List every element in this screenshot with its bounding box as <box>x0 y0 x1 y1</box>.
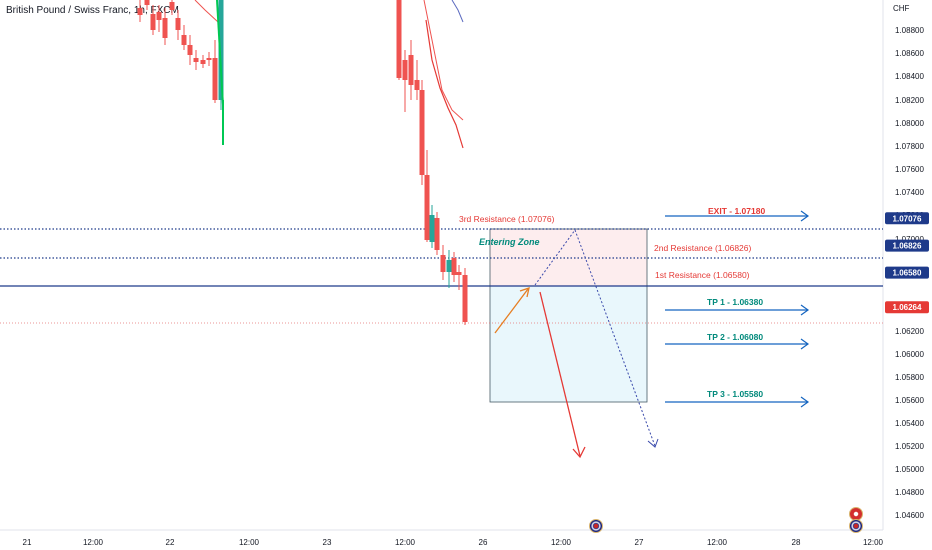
price-tick-label: 1.08800 <box>895 26 924 35</box>
target-exit[interactable]: EXIT - 1.07180 <box>665 206 810 222</box>
price-tick-label: 1.08200 <box>895 96 924 105</box>
price-tick-label: 1.04600 <box>895 511 924 520</box>
bounce-arrow <box>494 287 530 334</box>
price-tick-label: 1.06000 <box>895 350 924 359</box>
price-label-text: 1.06580 <box>893 269 922 278</box>
price-label-box <box>885 301 929 314</box>
candle-body <box>181 35 187 45</box>
target-tp1[interactable]: TP 1 - 1.06380 <box>665 297 810 316</box>
candle-body <box>396 0 402 78</box>
candle-body <box>150 14 156 30</box>
target-label-tp3: TP 3 - 1.05580 <box>707 389 763 399</box>
time-tick-label: 12:00 <box>395 538 416 547</box>
price-tick-label: 1.05800 <box>895 373 924 382</box>
price-tick-label: 1.05000 <box>895 465 924 474</box>
candle-body <box>402 60 408 80</box>
candle-body <box>187 45 193 55</box>
price-labels: 1.07076 1.06826 1.06580 1.06264 <box>885 212 929 314</box>
price-label-text: 1.07076 <box>893 214 922 223</box>
target-arrowhead-exit <box>800 210 810 222</box>
target-label-exit: EXIT - 1.07180 <box>708 206 765 216</box>
price-label-box <box>885 212 929 225</box>
time-tick-label: 12:00 <box>707 538 728 547</box>
time-tick-label: 23 <box>323 538 332 547</box>
candle-body <box>144 0 150 5</box>
candle-body <box>451 258 457 275</box>
price-tick-label: 1.07600 <box>895 165 924 174</box>
price-label-box <box>885 239 929 252</box>
target-label-tp2: TP 2 - 1.06080 <box>707 332 763 342</box>
time-tick-label: 28 <box>792 538 801 547</box>
price-tick-label: 1.08000 <box>895 119 924 128</box>
time-tick-label: 12:00 <box>83 538 104 547</box>
currency-label: CHF <box>893 4 910 13</box>
candle-body <box>429 215 435 242</box>
moving-average-line <box>194 0 219 23</box>
price-tick-label: 1.07400 <box>895 188 924 197</box>
price-tick-label: 1.07000 <box>895 235 924 244</box>
price-label-box <box>885 266 929 279</box>
candle-body <box>169 2 175 10</box>
candle-body <box>212 58 218 100</box>
price-label-text: 1.06826 <box>893 242 922 251</box>
candle-body <box>456 272 462 275</box>
time-tick-label: 12:00 <box>239 538 260 547</box>
entering-zone-label: Entering Zone <box>479 237 540 247</box>
drop-arrow <box>539 291 586 459</box>
time-axis: 21 12:00 22 12:00 23 12:00 26 12:00 27 12:00 28 12:… <box>23 538 884 547</box>
entering-zone[interactable] <box>489 228 648 403</box>
price-label-text: 1.06264 <box>893 303 922 312</box>
candle-body <box>462 275 468 322</box>
price-tick-label: 1.07800 <box>895 142 924 151</box>
target-arrowhead-tp2 <box>800 338 810 350</box>
target-arrowhead-tp1 <box>800 304 810 316</box>
level-label-2nd-resistance: 2nd Resistance (1.06826) <box>654 243 752 253</box>
candle-body <box>218 0 224 100</box>
price-tick-label: 1.06200 <box>895 327 924 336</box>
price-tick-label: 1.05400 <box>895 419 924 428</box>
zone-lower <box>490 286 647 402</box>
candle-body <box>446 260 452 272</box>
moving-average-line-fast <box>423 0 464 121</box>
candle-body <box>193 58 199 62</box>
candle-body <box>206 58 212 60</box>
target-arrowhead-tp3 <box>800 396 810 408</box>
candle-body <box>419 90 425 175</box>
candle-body <box>414 80 420 90</box>
candle-body <box>424 175 430 240</box>
target-tp2[interactable]: TP 2 - 1.06080 <box>665 332 810 350</box>
time-tick-label: 22 <box>166 538 175 547</box>
event-flag-icon-uk-2[interactable] <box>849 519 863 533</box>
candle-body <box>137 8 143 15</box>
time-tick-label: 21 <box>23 538 32 547</box>
target-label-tp1: TP 1 - 1.06380 <box>707 297 763 307</box>
level-label-3rd-resistance: 3rd Resistance (1.07076) <box>459 214 555 224</box>
moving-average-line-slow <box>425 19 464 149</box>
time-tick-label: 12:00 <box>863 538 884 547</box>
price-tick-label: 1.05200 <box>895 442 924 451</box>
candle-body <box>175 18 181 30</box>
price-tick-label: 1.08600 <box>895 49 924 58</box>
candle-body <box>434 218 440 250</box>
level-label-1st-resistance: 1st Resistance (1.06580) <box>655 270 750 280</box>
moving-average-line-blue <box>451 0 464 23</box>
time-tick-label: 12:00 <box>551 538 572 547</box>
time-tick-label: 26 <box>479 538 488 547</box>
event-flag-icon-uk[interactable] <box>589 519 603 533</box>
candle-body <box>156 12 162 20</box>
candles[interactable] <box>137 0 468 325</box>
target-tp3[interactable]: TP 3 - 1.05580 <box>665 389 810 408</box>
candle-body <box>200 60 206 64</box>
candle-body <box>440 255 446 272</box>
candle-body <box>408 55 414 85</box>
price-tick-label: 1.05600 <box>895 396 924 405</box>
price-tick-label: 1.08400 <box>895 72 924 81</box>
chart-title: British Pound / Swiss Franc, 1h, FXCM <box>6 5 179 16</box>
candle-body <box>162 18 168 38</box>
dotted-path-arrow <box>534 228 659 448</box>
time-tick-label: 27 <box>635 538 644 547</box>
spike-marker <box>216 0 224 145</box>
price-tick-label: 1.04800 <box>895 488 924 497</box>
